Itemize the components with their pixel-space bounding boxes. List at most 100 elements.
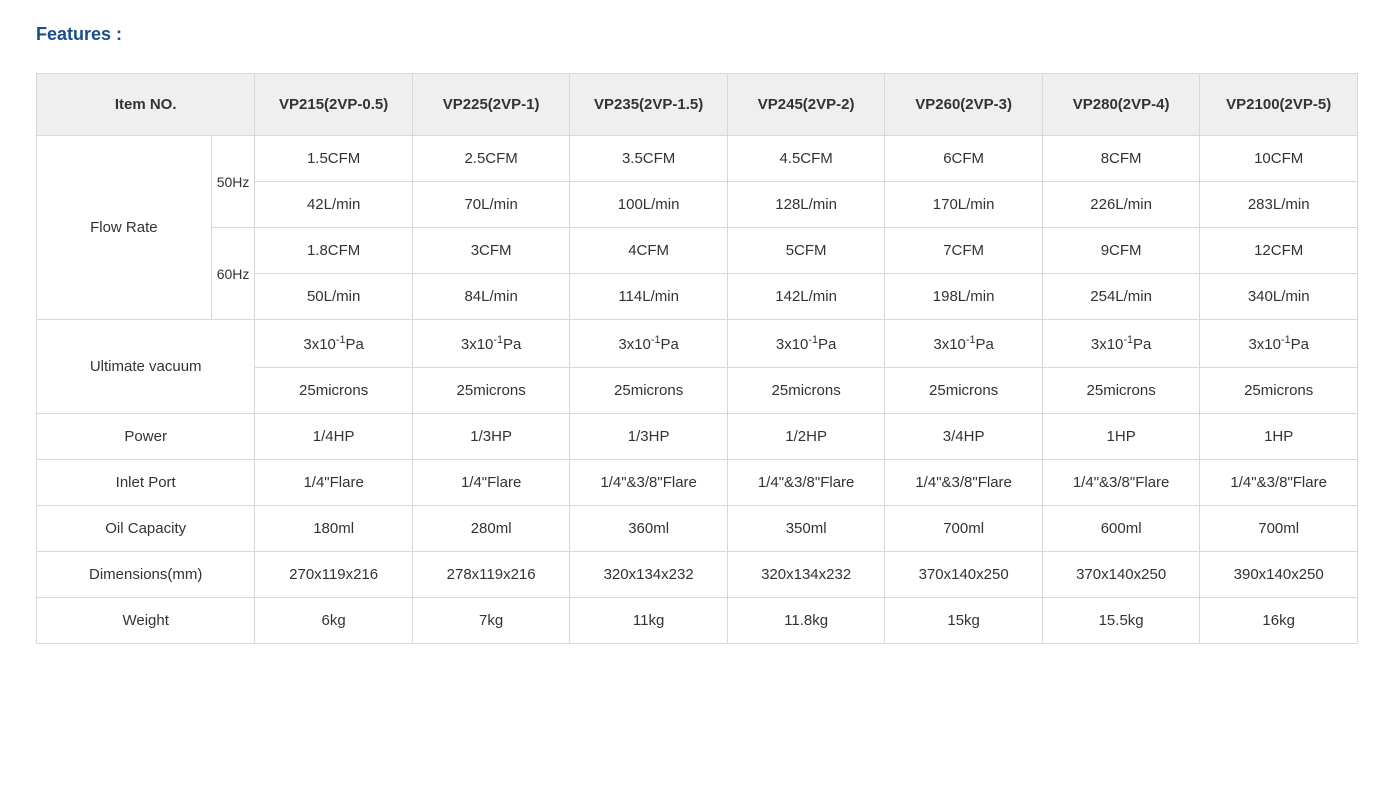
- cell-value: 270x119x216: [255, 552, 413, 598]
- cell-value: 170L/min: [885, 182, 1043, 228]
- cell-value: 340L/min: [1200, 274, 1358, 320]
- cell-value: 15kg: [885, 598, 1043, 644]
- cell-value: 3x10-1Pa: [1042, 320, 1200, 368]
- cell-value: 280ml: [412, 506, 570, 552]
- cell-value: 3x10-1Pa: [885, 320, 1043, 368]
- cell-value: 600ml: [1042, 506, 1200, 552]
- cell-value: 254L/min: [1042, 274, 1200, 320]
- cell-value: 700ml: [1200, 506, 1358, 552]
- header-model: VP2100(2VP-5): [1200, 74, 1358, 136]
- table-row: Inlet Port 1/4"Flare 1/4"Flare 1/4"&3/8"…: [37, 460, 1358, 506]
- cell-value: 1/4"&3/8"Flare: [885, 460, 1043, 506]
- cell-value: 12CFM: [1200, 228, 1358, 274]
- cell-value: 114L/min: [570, 274, 728, 320]
- cell-value: 283L/min: [1200, 182, 1358, 228]
- cell-value: 7CFM: [885, 228, 1043, 274]
- header-model: VP225(2VP-1): [412, 74, 570, 136]
- cell-value: 7kg: [412, 598, 570, 644]
- cell-value: 6CFM: [885, 136, 1043, 182]
- cell-value: 1/4"Flare: [412, 460, 570, 506]
- cell-value: 70L/min: [412, 182, 570, 228]
- cell-value: 25microns: [1200, 368, 1358, 414]
- header-model: VP280(2VP-4): [1042, 74, 1200, 136]
- cell-value: 2.5CFM: [412, 136, 570, 182]
- cell-value: 350ml: [727, 506, 885, 552]
- cell-value: 278x119x216: [412, 552, 570, 598]
- cell-value: 370x140x250: [885, 552, 1043, 598]
- table-row: Weight 6kg 7kg 11kg 11.8kg 15kg 15.5kg 1…: [37, 598, 1358, 644]
- cell-value: 142L/min: [727, 274, 885, 320]
- cell-value: 3x10-1Pa: [1200, 320, 1358, 368]
- row-label-dimensions: Dimensions(mm): [37, 552, 255, 598]
- cell-value: 320x134x232: [570, 552, 728, 598]
- table-row: 60Hz 1.8CFM 3CFM 4CFM 5CFM 7CFM 9CFM 12C…: [37, 228, 1358, 274]
- cell-value: 700ml: [885, 506, 1043, 552]
- cell-value: 25microns: [412, 368, 570, 414]
- cell-value: 360ml: [570, 506, 728, 552]
- cell-value: 1HP: [1200, 414, 1358, 460]
- header-model: VP260(2VP-3): [885, 74, 1043, 136]
- cell-value: 5CFM: [727, 228, 885, 274]
- header-model: VP235(2VP-1.5): [570, 74, 728, 136]
- cell-value: 3.5CFM: [570, 136, 728, 182]
- cell-value: 25microns: [727, 368, 885, 414]
- cell-value: 9CFM: [1042, 228, 1200, 274]
- cell-value: 1.5CFM: [255, 136, 413, 182]
- cell-value: 4.5CFM: [727, 136, 885, 182]
- cell-value: 180ml: [255, 506, 413, 552]
- cell-value: 1/4HP: [255, 414, 413, 460]
- row-label-flow-rate: Flow Rate: [37, 136, 212, 320]
- cell-value: 25microns: [570, 368, 728, 414]
- cell-value: 10CFM: [1200, 136, 1358, 182]
- cell-value: 1.8CFM: [255, 228, 413, 274]
- cell-value: 1/3HP: [570, 414, 728, 460]
- cell-value: 25microns: [255, 368, 413, 414]
- cell-value: 1/4"&3/8"Flare: [727, 460, 885, 506]
- cell-value: 42L/min: [255, 182, 413, 228]
- row-label-power: Power: [37, 414, 255, 460]
- cell-value: 128L/min: [727, 182, 885, 228]
- cell-value: 320x134x232: [727, 552, 885, 598]
- cell-value: 1/4"Flare: [255, 460, 413, 506]
- cell-value: 11.8kg: [727, 598, 885, 644]
- row-label-50hz: 50Hz: [211, 136, 255, 228]
- cell-value: 84L/min: [412, 274, 570, 320]
- cell-value: 11kg: [570, 598, 728, 644]
- cell-value: 1HP: [1042, 414, 1200, 460]
- cell-value: 3x10-1Pa: [412, 320, 570, 368]
- cell-value: 1/4"&3/8"Flare: [570, 460, 728, 506]
- table-row: Dimensions(mm) 270x119x216 278x119x216 3…: [37, 552, 1358, 598]
- cell-value: 16kg: [1200, 598, 1358, 644]
- cell-value: 25microns: [1042, 368, 1200, 414]
- cell-value: 50L/min: [255, 274, 413, 320]
- header-model: VP245(2VP-2): [727, 74, 885, 136]
- cell-value: 1/4"&3/8"Flare: [1200, 460, 1358, 506]
- row-label-weight: Weight: [37, 598, 255, 644]
- cell-value: 25microns: [885, 368, 1043, 414]
- cell-value: 198L/min: [885, 274, 1043, 320]
- cell-value: 226L/min: [1042, 182, 1200, 228]
- cell-value: 15.5kg: [1042, 598, 1200, 644]
- table-row: Flow Rate 50Hz 1.5CFM 2.5CFM 3.5CFM 4.5C…: [37, 136, 1358, 182]
- cell-value: 1/3HP: [412, 414, 570, 460]
- cell-value: 4CFM: [570, 228, 728, 274]
- table-row: Power 1/4HP 1/3HP 1/3HP 1/2HP 3/4HP 1HP …: [37, 414, 1358, 460]
- cell-value: 370x140x250: [1042, 552, 1200, 598]
- cell-value: 3x10-1Pa: [727, 320, 885, 368]
- cell-value: 1/2HP: [727, 414, 885, 460]
- cell-value: 3x10-1Pa: [570, 320, 728, 368]
- header-model: VP215(2VP-0.5): [255, 74, 413, 136]
- section-title: Features :: [36, 24, 1358, 45]
- table-row: Oil Capacity 180ml 280ml 360ml 350ml 700…: [37, 506, 1358, 552]
- row-label-ultimate-vacuum: Ultimate vacuum: [37, 320, 255, 414]
- features-table: Item NO. VP215(2VP-0.5) VP225(2VP-1) VP2…: [36, 73, 1358, 644]
- cell-value: 3x10-1Pa: [255, 320, 413, 368]
- table-header-row: Item NO. VP215(2VP-0.5) VP225(2VP-1) VP2…: [37, 74, 1358, 136]
- cell-value: 8CFM: [1042, 136, 1200, 182]
- row-label-oil-capacity: Oil Capacity: [37, 506, 255, 552]
- header-item-no: Item NO.: [37, 74, 255, 136]
- cell-value: 3/4HP: [885, 414, 1043, 460]
- cell-value: 100L/min: [570, 182, 728, 228]
- cell-value: 1/4"&3/8"Flare: [1042, 460, 1200, 506]
- cell-value: 6kg: [255, 598, 413, 644]
